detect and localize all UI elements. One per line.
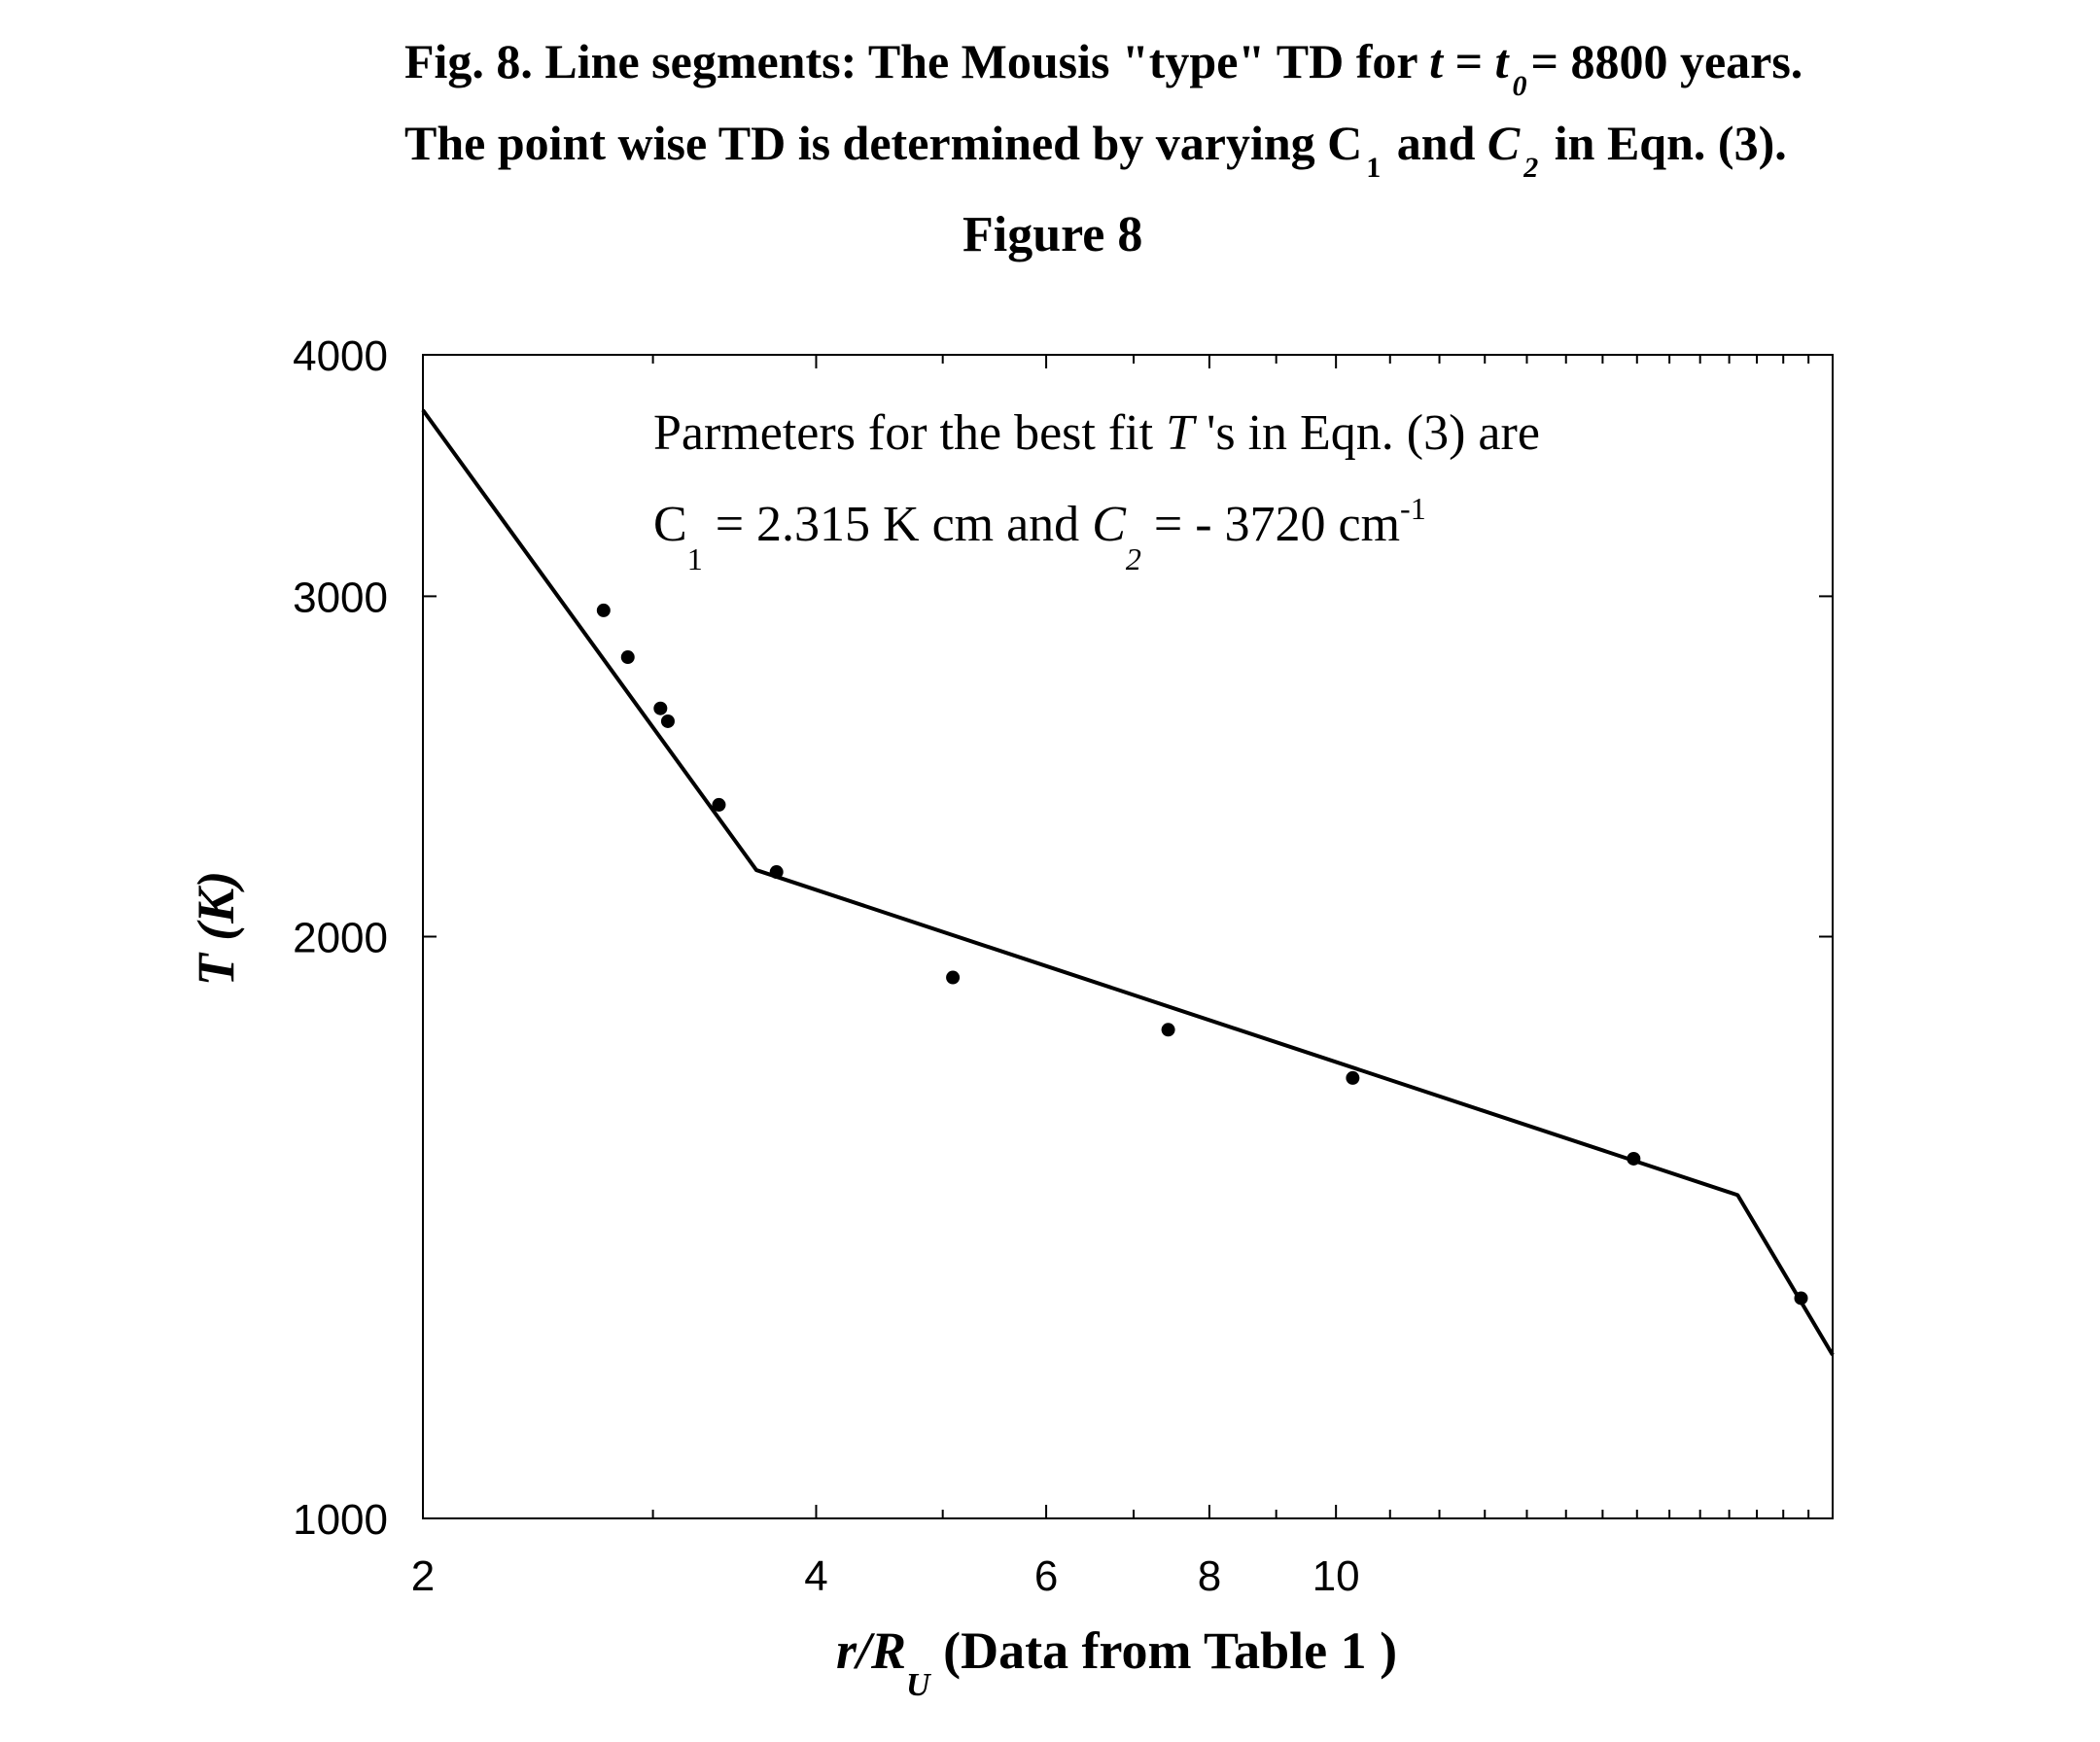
plot-frame bbox=[422, 354, 1834, 1519]
x-tick-labels: 2 4 6 8 10 bbox=[411, 1552, 1360, 1600]
caption-c2-symbol: C bbox=[1487, 116, 1521, 170]
x-axis-title-rest: (Data from Table 1 ) bbox=[930, 1621, 1398, 1680]
annotation-line-2-text: = 2.315 K cm and bbox=[703, 497, 1093, 552]
caption-line-1-text: Fig. 8. Line segments: The Mousis "type"… bbox=[404, 34, 1430, 88]
y-tick-labels: 1000 2000 3000 4000 bbox=[293, 332, 388, 1544]
annotation-line-1-text: Parmeters for the best fit bbox=[653, 405, 1166, 461]
caption-c1-subscript: 1 bbox=[1366, 152, 1382, 184]
annotation-superscript: -1 bbox=[1400, 491, 1426, 526]
annotation-c1-subscript: 1 bbox=[687, 541, 703, 576]
y-axis-title: T (K) bbox=[187, 871, 245, 986]
caption-line-1-end: = 8800 years. bbox=[1530, 34, 1803, 88]
y-tick-label: 1000 bbox=[293, 1496, 388, 1544]
data-point bbox=[946, 970, 961, 985]
annotation-t-symbol: T bbox=[1166, 405, 1197, 461]
data-point bbox=[1346, 1070, 1360, 1085]
annotation-c2-subscript: 2 bbox=[1126, 541, 1141, 576]
x-axis-title-sub: U bbox=[906, 1667, 932, 1703]
x-tick-label: 8 bbox=[1198, 1552, 1221, 1600]
caption-equals: = bbox=[1443, 34, 1495, 88]
annotation-c2: C bbox=[1092, 497, 1127, 552]
caption-and: and bbox=[1384, 116, 1488, 170]
data-point bbox=[660, 714, 675, 728]
y-tick-label: 3000 bbox=[293, 574, 388, 621]
x-axis-title: r/RU (Data from Table 1 ) bbox=[836, 1621, 1397, 1703]
y-tick-label: 2000 bbox=[293, 915, 388, 962]
annotation-c1: C bbox=[653, 497, 687, 552]
y-tick-label: 4000 bbox=[293, 332, 388, 380]
fit-line-segments bbox=[421, 408, 1835, 1356]
axis-ticks bbox=[422, 354, 1834, 1519]
caption-line-2: The point wise TD is determined by varyi… bbox=[404, 116, 1787, 183]
annotation-line-2-end: = - 3720 cm bbox=[1141, 497, 1400, 552]
caption-line-1: Fig. 8. Line segments: The Mousis "type"… bbox=[404, 34, 1803, 101]
figure-label: Figure 8 bbox=[962, 207, 1143, 262]
caption-t0-symbol: t bbox=[1494, 34, 1509, 88]
data-point bbox=[712, 797, 726, 812]
annotation-line-2: C1 = 2.315 K cm and C2 = - 3720 cm-1 bbox=[653, 491, 1426, 576]
data-series bbox=[421, 408, 1835, 1356]
data-point bbox=[596, 603, 611, 617]
data-point bbox=[1161, 1023, 1175, 1037]
caption-t-symbol: t bbox=[1429, 34, 1444, 88]
annotation-line-1-end: 's in Eqn. (3) are bbox=[1194, 405, 1540, 461]
caption-t0-subscript: 0 bbox=[1512, 70, 1527, 102]
caption-c2-subscript: 2 bbox=[1523, 152, 1539, 184]
x-tick-label: 10 bbox=[1312, 1552, 1360, 1600]
caption-line-2-text: The point wise TD is determined by varyi… bbox=[404, 116, 1363, 170]
data-point bbox=[653, 701, 668, 715]
data-point bbox=[620, 650, 635, 665]
x-tick-label: 2 bbox=[411, 1552, 435, 1600]
x-tick-label: 6 bbox=[1034, 1552, 1058, 1600]
caption-line-2-end: in Eqn. (3). bbox=[1542, 116, 1787, 170]
annotation-line-1: Parmeters for the best fit T 's in Eqn. … bbox=[653, 405, 1540, 461]
x-axis-title-main: r/R bbox=[836, 1621, 906, 1680]
x-tick-label: 4 bbox=[804, 1552, 827, 1600]
